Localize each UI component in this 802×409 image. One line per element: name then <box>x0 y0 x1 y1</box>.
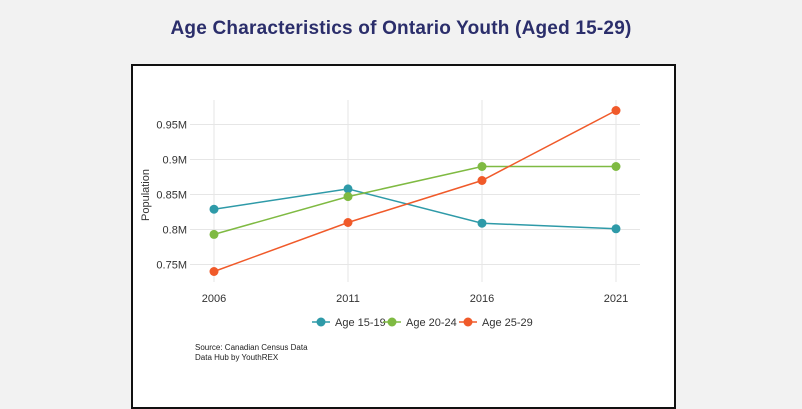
page-title: Age Characteristics of Ontario Youth (Ag… <box>170 18 632 39</box>
x-tick-label: 2011 <box>336 293 360 305</box>
x-tick-label: 2021 <box>604 293 628 305</box>
data-point <box>611 162 621 171</box>
chart-card <box>131 64 676 409</box>
data-point <box>477 176 487 185</box>
y-tick-label: 0.9M <box>163 155 187 167</box>
data-point <box>343 218 353 227</box>
series-line <box>213 188 617 230</box>
data-point <box>611 224 621 234</box>
grid <box>190 100 640 282</box>
series-line <box>213 165 616 236</box>
data-point <box>343 184 353 194</box>
legend: Age 15-19 Age 20-24 Age 25-29 <box>312 317 533 329</box>
data-point <box>343 192 353 202</box>
y-tick-label: 0.95M <box>156 120 187 132</box>
y-axis-ticks: 0.75M 0.8M 0.85M 0.9M 0.95M <box>156 120 187 272</box>
data-point <box>611 106 621 115</box>
x-axis-ticks: 2006 2011 2016 2021 <box>202 293 628 305</box>
source-note: Source: Canadian Census Data Data Hub by… <box>195 343 308 363</box>
legend-swatch-dot <box>463 317 473 327</box>
data-point <box>477 162 487 171</box>
source-line: Source: Canadian Census Data <box>195 343 308 352</box>
x-tick-label: 2016 <box>470 293 494 305</box>
data-point <box>209 229 219 239</box>
data-point <box>209 267 219 276</box>
data-point <box>209 204 219 214</box>
series-line <box>213 109 617 273</box>
series <box>209 106 621 276</box>
y-tick-label: 0.85M <box>156 190 187 202</box>
legend-entry: Age 15-19 <box>335 317 386 329</box>
data-point <box>477 218 487 228</box>
legend-entry: Age 25-29 <box>482 317 533 329</box>
legend-entry: Age 20-24 <box>406 317 457 329</box>
y-axis-label: Population <box>140 169 152 221</box>
x-tick-label: 2006 <box>202 293 226 305</box>
line-chart: 0.75M 0.8M 0.85M 0.9M 0.95M 2006 2011 2016 2021… <box>140 100 640 329</box>
y-tick-label: 0.8M <box>163 225 187 237</box>
legend-swatch-dot <box>387 317 397 327</box>
y-tick-label: 0.75M <box>156 260 187 272</box>
legend-swatch-dot <box>316 317 326 327</box>
credit-line: Data Hub by YouthREX <box>195 353 279 362</box>
